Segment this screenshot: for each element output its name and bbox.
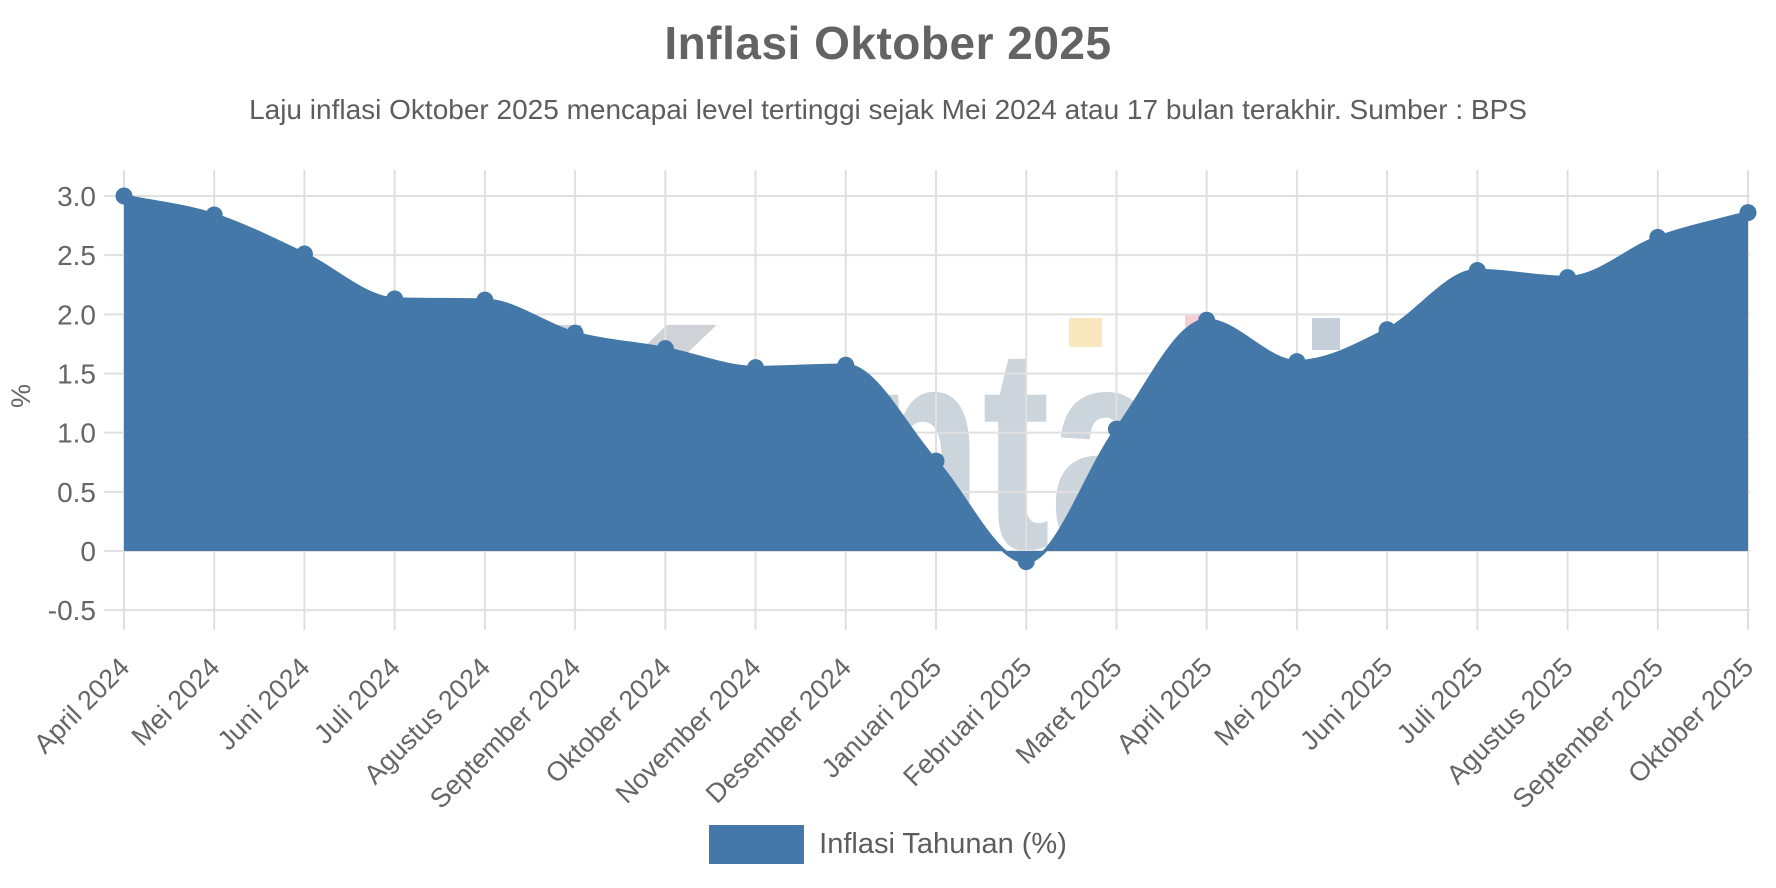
data-point-April 2025[interactable] xyxy=(1198,311,1216,329)
legend[interactable]: Inflasi Tahunan (%) xyxy=(0,825,1776,864)
chart-title: Inflasi Oktober 2025 xyxy=(664,17,1112,69)
watermark-square xyxy=(1069,318,1102,347)
x-tick-label: Juni 2024 xyxy=(212,652,316,756)
data-point-Desember 2024[interactable] xyxy=(837,356,855,374)
y-tick-label: 0 xyxy=(80,536,96,567)
data-point-Mei 2024[interactable] xyxy=(205,206,223,224)
area-fill xyxy=(124,196,1748,562)
data-point-Juli 2024[interactable] xyxy=(386,290,404,308)
data-point-Juli 2025[interactable] xyxy=(1468,262,1486,280)
inflation-series xyxy=(115,187,1757,571)
data-point-Maret 2025[interactable] xyxy=(1107,420,1125,438)
y-axis-title: % xyxy=(6,384,36,408)
y-tick-label: 2.5 xyxy=(57,240,96,271)
data-point-November 2024[interactable] xyxy=(747,359,765,377)
data-point-September 2024[interactable] xyxy=(566,324,584,342)
watermark-square xyxy=(1312,318,1340,350)
data-point-April 2024[interactable] xyxy=(115,187,133,205)
data-point-Februari 2025[interactable] xyxy=(1017,553,1035,571)
x-tick-label: Juni 2025 xyxy=(1294,652,1398,756)
y-tick-label: 3.0 xyxy=(57,181,96,212)
legend-swatch[interactable] xyxy=(709,825,805,864)
data-point-Oktober 2025[interactable] xyxy=(1739,204,1757,222)
data-point-Agustus 2024[interactable] xyxy=(476,291,494,309)
x-tick-label: Mei 2024 xyxy=(126,652,226,752)
data-point-Oktober 2024[interactable] xyxy=(656,340,674,358)
data-point-Juni 2024[interactable] xyxy=(295,245,313,263)
data-point-September 2025[interactable] xyxy=(1649,228,1667,246)
data-point-Mei 2025[interactable] xyxy=(1288,353,1306,371)
data-point-Agustus 2025[interactable] xyxy=(1559,269,1577,287)
x-tick-label: September 2025 xyxy=(1507,652,1669,814)
legend-label[interactable]: Inflasi Tahunan (%) xyxy=(819,828,1067,860)
data-point-Juni 2025[interactable] xyxy=(1378,321,1396,339)
y-tick-label: 1.5 xyxy=(57,359,96,390)
x-tick-label: Mei 2025 xyxy=(1208,652,1308,752)
y-tick-label: 1.0 xyxy=(57,418,96,449)
x-tick-label: September 2024 xyxy=(424,652,586,814)
data-point-Januari 2025[interactable] xyxy=(927,452,945,470)
y-tick-label: 0.5 xyxy=(57,477,96,508)
chart-subtitle: Laju inflasi Oktober 2025 mencapai level… xyxy=(249,94,1527,125)
y-tick-label: -0.5 xyxy=(48,595,96,626)
y-tick-label: 2.0 xyxy=(57,299,96,330)
x-tick-label: April 2025 xyxy=(1111,652,1218,759)
x-tick-label: April 2024 xyxy=(28,652,135,759)
